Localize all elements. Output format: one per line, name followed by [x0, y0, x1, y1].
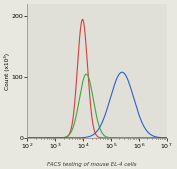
Text: FACS testing of mouse EL-4 cells: FACS testing of mouse EL-4 cells	[47, 162, 137, 167]
Y-axis label: Count (x10³): Count (x10³)	[4, 52, 10, 90]
